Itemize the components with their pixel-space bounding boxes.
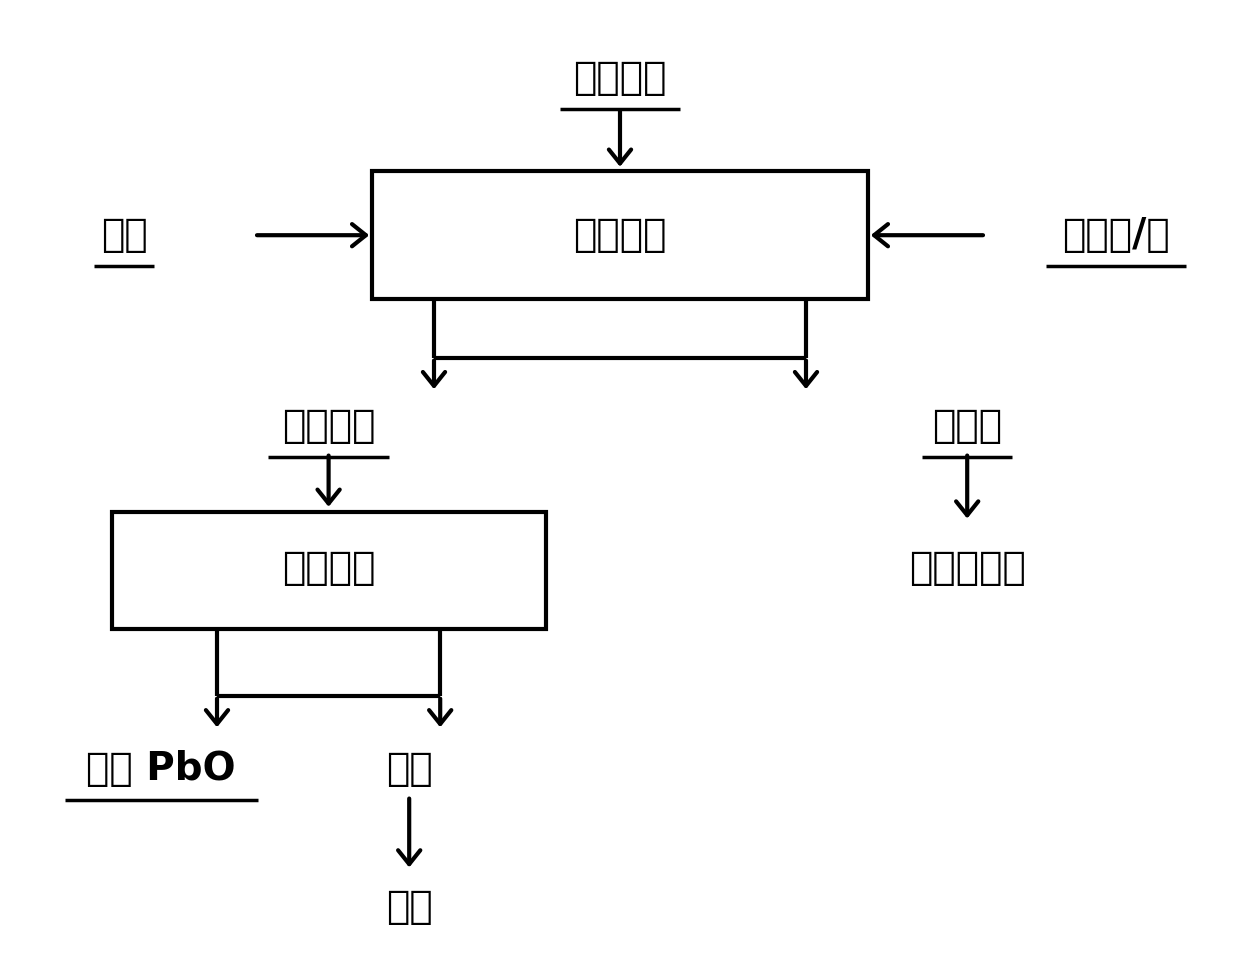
Text: 尾气: 尾气: [386, 751, 433, 788]
Text: 回收硫酸钠: 回收硫酸钠: [909, 550, 1025, 587]
Text: 硫酸铅膏: 硫酸铅膏: [573, 60, 667, 97]
Bar: [112, 512, 546, 629]
Text: 酒石酸铅: 酒石酸铅: [281, 408, 376, 445]
Text: 酒石酸/钠: 酒石酸/钠: [1063, 217, 1169, 254]
Text: 清洁转型: 清洁转型: [573, 217, 667, 254]
Text: 淀粉: 淀粉: [100, 217, 148, 254]
Text: 微波热解: 微波热解: [281, 550, 376, 587]
Bar: [372, 172, 868, 299]
Text: 脱硫液: 脱硫液: [932, 408, 1002, 445]
Text: 排空: 排空: [386, 888, 433, 925]
Text: 纳米 PbO: 纳米 PbO: [87, 751, 236, 788]
